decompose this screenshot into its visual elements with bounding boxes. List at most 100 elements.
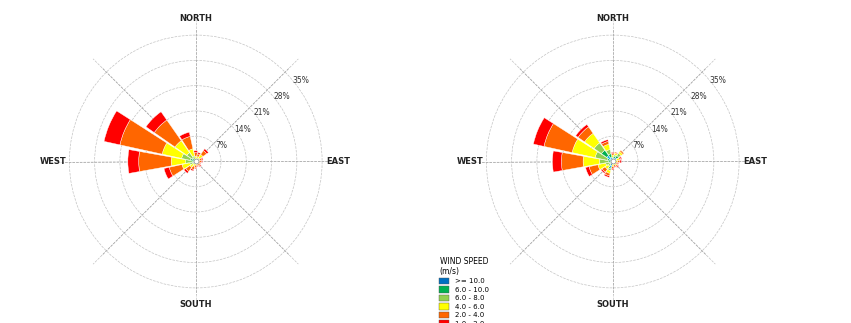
Text: 14%: 14% [652, 124, 668, 133]
Bar [191, 169, 194, 171]
Bar [599, 159, 608, 164]
Bar [562, 152, 584, 171]
Bar [620, 156, 622, 160]
Bar [605, 172, 610, 176]
Bar [610, 162, 613, 163]
Bar [612, 160, 613, 162]
Text: EAST: EAST [327, 157, 351, 166]
Bar [611, 152, 614, 154]
Bar [191, 159, 196, 162]
Bar [196, 162, 197, 163]
Bar [552, 151, 563, 172]
Bar [575, 124, 589, 137]
Bar [193, 164, 195, 166]
Text: WEST: WEST [456, 157, 483, 166]
Text: 21%: 21% [254, 108, 271, 117]
Bar [192, 158, 196, 162]
Text: EAST: EAST [744, 157, 768, 166]
Bar [608, 161, 613, 162]
Bar [603, 144, 610, 151]
Bar [610, 163, 613, 166]
Bar [197, 163, 201, 166]
Bar [617, 162, 619, 165]
Bar [201, 151, 207, 157]
Bar [180, 132, 191, 140]
Bar [195, 162, 196, 163]
Bar [195, 159, 197, 161]
Bar [195, 168, 197, 169]
Bar [120, 120, 167, 154]
Bar [612, 157, 614, 159]
Bar [197, 157, 198, 159]
Bar [611, 153, 614, 155]
Legend: >= 10.0, 6.0 - 10.0, 6.0 - 8.0, 4.0 - 6.0, 2.0 - 4.0, 1.0 - 2.0: >= 10.0, 6.0 - 10.0, 6.0 - 8.0, 4.0 - 6.… [439, 257, 488, 323]
Bar [190, 162, 193, 165]
Bar [602, 167, 608, 172]
Bar [608, 154, 612, 158]
Bar [602, 141, 609, 147]
Bar [605, 165, 609, 169]
Bar [154, 120, 181, 147]
Bar [614, 158, 617, 160]
Text: 28%: 28% [273, 92, 290, 101]
Bar [606, 169, 611, 173]
Bar [182, 136, 193, 151]
Bar [197, 158, 199, 161]
Bar [192, 156, 195, 160]
Bar [608, 159, 613, 162]
Bar [611, 168, 614, 170]
Bar [164, 167, 173, 179]
Bar [534, 118, 553, 146]
Bar [198, 162, 200, 164]
Bar [618, 160, 620, 163]
Bar [610, 159, 613, 162]
Bar [190, 163, 194, 167]
Bar [614, 164, 615, 166]
Text: 7%: 7% [632, 141, 644, 150]
Bar [199, 165, 202, 167]
Bar [198, 154, 203, 159]
Bar [602, 150, 608, 157]
Bar [201, 157, 203, 160]
Bar [612, 164, 614, 167]
Bar [614, 161, 615, 162]
Bar [594, 143, 605, 154]
Bar [194, 151, 197, 152]
Bar [613, 161, 614, 162]
Bar [598, 163, 607, 170]
Bar [184, 169, 189, 173]
Bar [585, 167, 592, 176]
Bar [613, 158, 614, 160]
Bar [199, 161, 202, 162]
Bar [620, 150, 624, 154]
Bar [613, 162, 614, 164]
Bar [614, 163, 615, 164]
Bar [195, 159, 196, 162]
Bar [193, 162, 196, 163]
Bar [197, 161, 199, 162]
Bar [197, 165, 198, 167]
Bar [614, 155, 616, 157]
Bar [139, 151, 172, 172]
Text: 21%: 21% [671, 108, 688, 117]
Bar [196, 160, 197, 162]
Text: SOUTH: SOUTH [180, 300, 212, 309]
Bar [192, 161, 196, 162]
Bar [175, 141, 190, 155]
Bar [171, 157, 186, 166]
Bar [609, 165, 612, 168]
Bar [193, 162, 195, 164]
Bar [617, 153, 621, 157]
Bar [544, 123, 578, 152]
Bar [616, 162, 618, 164]
Bar [194, 162, 196, 164]
Bar [610, 162, 612, 164]
Bar [619, 151, 623, 156]
Bar [585, 133, 600, 149]
Bar [616, 158, 620, 161]
Bar [612, 155, 614, 157]
Bar [197, 159, 200, 161]
Text: NORTH: NORTH [180, 14, 212, 23]
Bar [202, 160, 203, 163]
Text: 35%: 35% [710, 76, 727, 85]
